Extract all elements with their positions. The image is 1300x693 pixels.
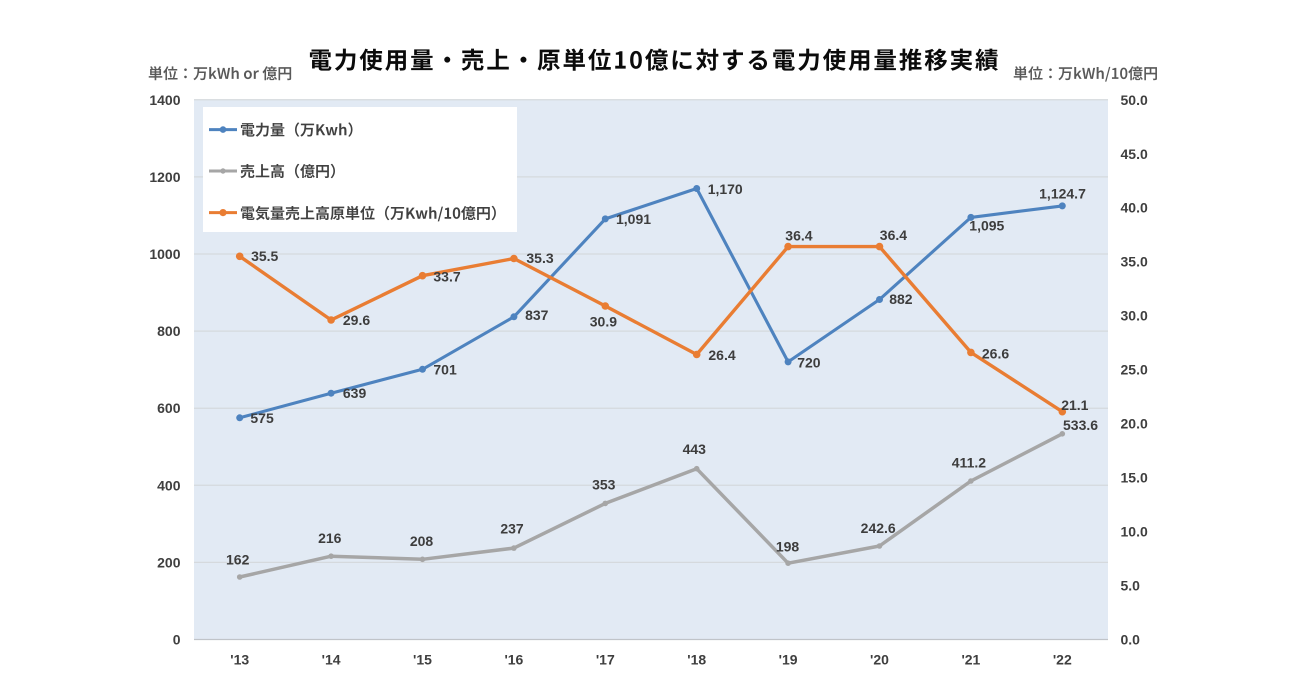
svg-text:'21: '21 [961,652,980,668]
svg-text:26.6: 26.6 [982,346,1009,362]
svg-text:639: 639 [343,385,367,401]
svg-text:200: 200 [157,554,181,570]
svg-text:50.0: 50.0 [1121,92,1148,108]
svg-text:36.4: 36.4 [785,228,812,244]
svg-text:1,095: 1,095 [969,217,1004,233]
svg-text:1000: 1000 [149,246,180,262]
svg-text:45.0: 45.0 [1121,146,1148,162]
svg-text:15.0: 15.0 [1121,470,1148,486]
svg-text:10.0: 10.0 [1121,524,1148,540]
svg-text:882: 882 [889,291,913,307]
svg-text:21.1: 21.1 [1061,397,1088,413]
svg-text:'17: '17 [596,652,615,668]
svg-text:720: 720 [797,354,821,370]
svg-text:600: 600 [157,400,181,416]
svg-text:208: 208 [410,533,434,549]
svg-text:800: 800 [157,323,181,339]
svg-text:30.0: 30.0 [1121,308,1148,324]
svg-text:0.0: 0.0 [1121,632,1141,648]
svg-text:35.0: 35.0 [1121,254,1148,270]
svg-text:216: 216 [318,530,342,546]
svg-text:162: 162 [226,552,250,568]
svg-text:30.9: 30.9 [590,314,617,330]
svg-text:'13: '13 [230,652,249,668]
svg-text:29.6: 29.6 [343,312,370,328]
svg-text:36.4: 36.4 [880,227,907,243]
svg-text:237: 237 [500,521,524,537]
svg-text:198: 198 [776,539,800,555]
svg-text:20.0: 20.0 [1121,416,1148,432]
svg-text:575: 575 [250,410,274,426]
svg-text:533.6: 533.6 [1063,417,1098,433]
svg-text:33.7: 33.7 [433,268,460,284]
svg-text:0: 0 [173,632,181,648]
svg-text:411.2: 411.2 [952,455,986,471]
svg-text:35.3: 35.3 [526,250,553,266]
svg-text:701: 701 [433,361,457,377]
svg-text:'18: '18 [687,652,706,668]
svg-text:5.0: 5.0 [1121,578,1141,594]
svg-text:1,091: 1,091 [616,211,651,227]
svg-text:25.0: 25.0 [1121,362,1148,378]
svg-text:'14: '14 [322,652,341,668]
svg-text:1200: 1200 [149,169,180,185]
svg-text:1400: 1400 [149,92,180,108]
svg-text:'16: '16 [504,652,523,668]
svg-text:400: 400 [157,477,181,493]
svg-text:35.5: 35.5 [251,248,278,264]
svg-text:242.6: 242.6 [861,520,896,536]
svg-text:26.4: 26.4 [708,347,735,363]
svg-text:353: 353 [592,477,616,493]
svg-text:1,124.7: 1,124.7 [1039,185,1086,201]
svg-text:40.0: 40.0 [1121,200,1148,216]
svg-text:'15: '15 [413,652,432,668]
svg-text:1,170: 1,170 [708,181,743,197]
svg-text:443: 443 [683,441,707,457]
svg-text:'19: '19 [779,652,798,668]
svg-text:837: 837 [525,307,549,323]
svg-text:'20: '20 [870,652,889,668]
svg-text:'22: '22 [1053,652,1072,668]
